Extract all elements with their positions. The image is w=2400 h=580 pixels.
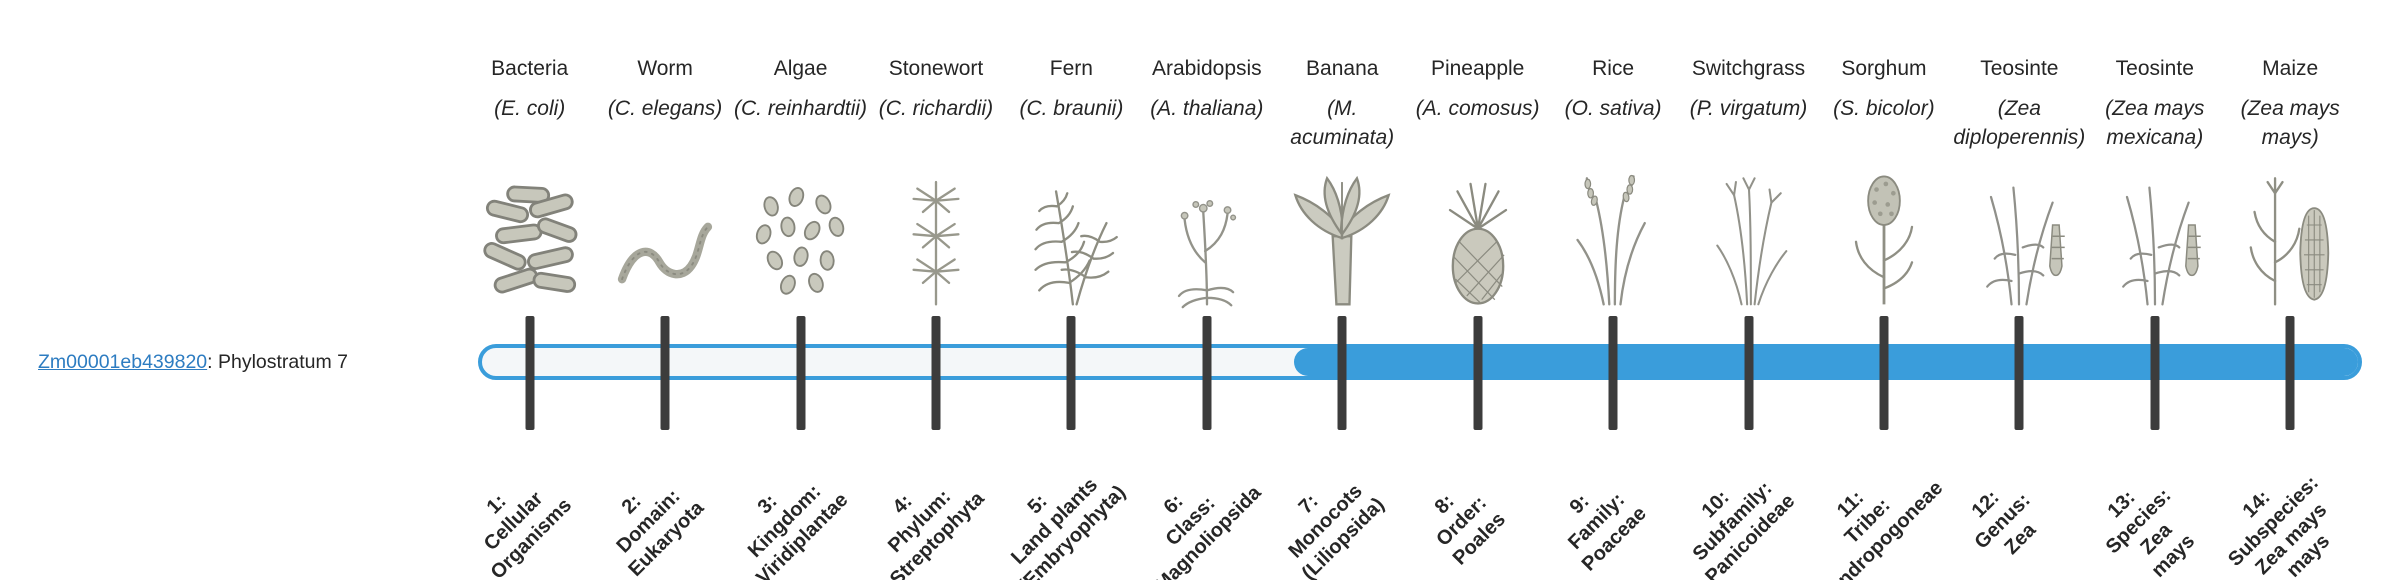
- stratum-tick: [660, 316, 670, 430]
- organism-scientific-name: (C. reinhardtii): [734, 97, 868, 120]
- organism-scientific-name: (Zea mays mexicana): [2105, 97, 2205, 150]
- timeline-fill: [1294, 348, 2358, 376]
- organism-scientific-name: (C. elegans): [607, 97, 723, 120]
- sorghum-icon: [1828, 162, 1940, 310]
- organism-common-name: Worm: [637, 57, 693, 80]
- stratum-column: Algae (C. reinhardtii) 3: Kingdom: Virid…: [733, 0, 868, 580]
- stratum-column: Rice (O. sativa) 9: Family: Poaceae: [1545, 0, 1680, 580]
- pineapple-icon: [1422, 162, 1534, 310]
- organism-scientific-name: (Zea diploperennis): [1953, 97, 2086, 150]
- organism-common-name: Teosinte: [2115, 57, 2194, 80]
- stratum-column: Pineapple (A. comosus) 8: Order: Poales: [1410, 0, 1545, 580]
- strata-columns: Bacteria (E. coli) 1: Cellular Organisms…: [462, 0, 2358, 580]
- organism-common-name: Teosinte: [1980, 57, 2059, 80]
- gene-phylostratum-text: : Phylostratum 7: [207, 351, 349, 373]
- stratum-tick: [796, 316, 806, 430]
- stratum-tick: [2014, 316, 2024, 430]
- stratum-column: Maize (Zea mays mays) 14: Subspecies: Ze…: [2222, 0, 2357, 580]
- stratum-column: Fern (C. braunii) 5: Land plants (Embryo…: [1004, 0, 1139, 580]
- gene-id-link[interactable]: Zm00001eb439820: [38, 351, 208, 373]
- stratum-column: Bacteria (E. coli) 1: Cellular Organisms: [462, 0, 597, 580]
- arabidopsis-icon: [1151, 162, 1263, 310]
- switchgrass-icon: [1693, 162, 1805, 310]
- organism-scientific-name: (C. richardii): [878, 97, 994, 120]
- organism-scientific-name: (C. braunii): [1019, 97, 1124, 120]
- stratum-column: Teosinte (Zea mays mexicana) 13: Species…: [2087, 0, 2222, 580]
- organism-scientific-name: (S. bicolor): [1833, 97, 1935, 120]
- stratum-column: Worm (C. elegans) 2: Domain: Eukaryota: [597, 0, 732, 580]
- stratum-column: Stonewort (C. richardii) 4: Phylum: Stre…: [868, 0, 1003, 580]
- organism-common-name: Bacteria: [491, 57, 569, 80]
- organism-common-name: Fern: [1049, 57, 1093, 80]
- gene-label: Zm00001eb439820: Phylostratum 7: [38, 351, 348, 374]
- stratum-tick: [1744, 316, 1753, 430]
- stratum-tick: [1608, 316, 1618, 430]
- stratum-tick: [525, 316, 535, 430]
- teosinte-icon: [2099, 162, 2211, 310]
- stratum-column: Teosinte (Zea diploperennis) 12: Genus: …: [1952, 0, 2087, 580]
- stonewort-icon: [880, 162, 992, 310]
- organism-scientific-name: (E. coli): [494, 97, 566, 120]
- organism-scientific-name: (Zea mays mays): [2240, 97, 2340, 150]
- stratum-column: Sorghum (S. bicolor) 11: Tribe: Andropog…: [1816, 0, 1951, 580]
- stratum-column: Banana (M. acuminata) 7: Monocots (Lilio…: [1275, 0, 1410, 580]
- stratum-column: Arabidopsis (A. thaliana) 6: Class: Magn…: [1139, 0, 1274, 580]
- algae-icon: [745, 162, 857, 310]
- stratum-tick: [1337, 316, 1347, 430]
- organism-scientific-name: (A. thaliana): [1150, 97, 1264, 120]
- stratum-tick: [1202, 316, 1212, 430]
- stratum-tick: [1066, 316, 1076, 430]
- stratum-column: Switchgrass (P. virgatum) 10: Subfamily:…: [1681, 0, 1816, 580]
- organism-scientific-name: (A. comosus): [1415, 97, 1540, 120]
- worm-icon: [609, 162, 721, 310]
- organism-scientific-name: (O. sativa): [1564, 97, 1662, 120]
- organism-common-name: Banana: [1306, 57, 1379, 80]
- organism-common-name: Switchgrass: [1691, 57, 1806, 80]
- bacteria-icon: [474, 162, 586, 310]
- fern-icon: [1015, 162, 1127, 310]
- banana-icon: [1286, 162, 1398, 310]
- organism-scientific-name: (M. acuminata): [1290, 97, 1395, 150]
- organism-common-name: Sorghum: [1841, 57, 1927, 80]
- maize-icon: [2234, 162, 2346, 310]
- stratum-tick: [931, 316, 941, 430]
- organism-scientific-name: (P. virgatum): [1689, 97, 1808, 120]
- organism-common-name: Algae: [773, 57, 828, 80]
- rice-icon: [1557, 162, 1669, 310]
- organism-common-name: Pineapple: [1430, 57, 1525, 80]
- stratum-tick: [2150, 316, 2160, 430]
- stratum-tick: [2285, 316, 2295, 430]
- organism-common-name: Maize: [2262, 57, 2319, 80]
- organism-common-name: Arabidopsis: [1151, 57, 1262, 80]
- stratum-tick: [1473, 316, 1483, 430]
- organism-common-name: Stonewort: [888, 57, 984, 80]
- organism-common-name: Rice: [1592, 57, 1635, 80]
- teosinte-icon: [1963, 162, 2075, 310]
- stratum-label: 1: Cellular Organisms: [479, 487, 576, 580]
- stratum-tick: [1879, 316, 1889, 430]
